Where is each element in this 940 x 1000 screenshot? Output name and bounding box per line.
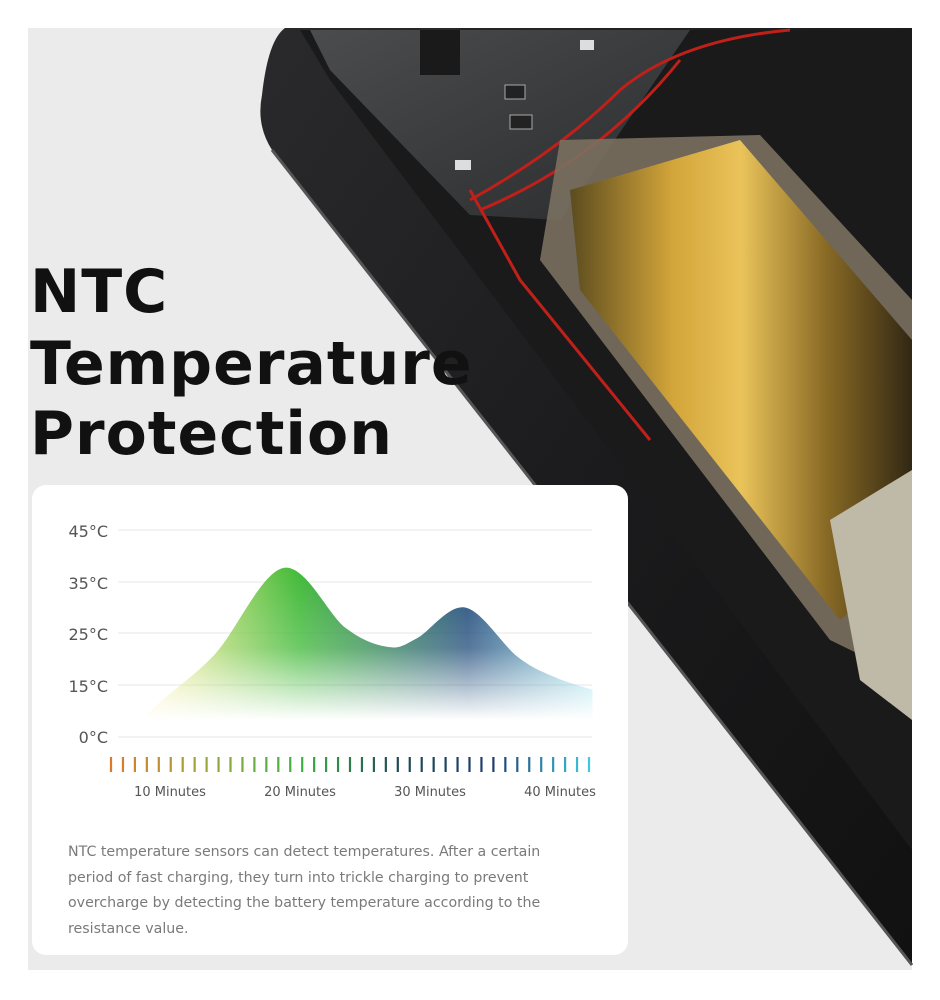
battery-cell <box>540 135 912 720</box>
headline-line-3: Protection <box>30 399 393 469</box>
y-tick-label-25: 25°C <box>68 625 108 644</box>
y-tick-label-45: 45°C <box>68 522 108 541</box>
headline-line-1: NTC <box>30 257 169 327</box>
x-tick-label-30: 30 Minutes <box>394 785 466 800</box>
y-tick-label-35: 35°C <box>68 574 108 593</box>
y-tick-label-15: 15°C <box>68 677 108 696</box>
x-tick-label-10: 10 Minutes <box>134 785 206 800</box>
headline-line-2: Temperature <box>30 329 473 399</box>
x-tick-label-40: 40 Minutes <box>524 785 596 800</box>
circuit-board <box>310 30 690 220</box>
temperature-area <box>146 567 593 725</box>
y-tick-label-0: 0°C <box>79 728 108 747</box>
description-text: NTC temperature sensors can detect tempe… <box>68 844 541 938</box>
x-tick-label-20: 20 Minutes <box>264 785 336 800</box>
